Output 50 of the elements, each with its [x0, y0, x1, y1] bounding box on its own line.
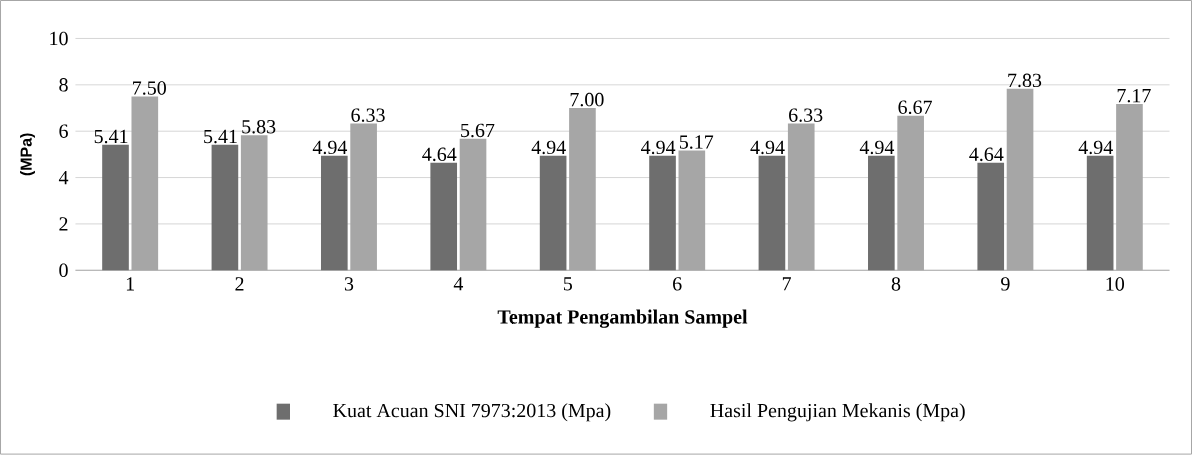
x-tick-label: 8	[891, 277, 901, 291]
x-tick-label: 7	[782, 277, 791, 291]
x-axis-title: Tempat Pengambilan Sampel	[497, 309, 748, 329]
x-tick-label: 2	[235, 277, 244, 291]
data-label: 7.17	[1117, 89, 1151, 103]
data-label: 7.50	[133, 81, 166, 96]
data-label: 5.17	[679, 135, 714, 150]
bar	[977, 162, 1005, 271]
data-label: 4.94	[750, 140, 785, 155]
data-label: 5.41	[94, 129, 128, 144]
y-tick-label: 4	[58, 171, 69, 185]
bar	[320, 155, 348, 271]
bar	[102, 145, 129, 271]
y-tick-label: 2	[59, 217, 68, 231]
data-label: 4.94	[312, 140, 348, 155]
data-label: 6.67	[898, 100, 932, 115]
legend-label: Hasil Pengujian Mekanis (Mpa)	[710, 403, 965, 422]
data-label: 5.67	[461, 123, 495, 138]
legend-label: Kuat Acuan SNI 7973:2013 (Mpa)	[333, 403, 611, 422]
y-tick-label: 0	[59, 263, 68, 278]
y-axis-title: (MPa)	[20, 133, 35, 176]
y-tick-label: 10	[50, 31, 68, 46]
data-label: 4.64	[969, 147, 1004, 162]
bar	[539, 155, 567, 271]
x-tick-label: 10	[1106, 277, 1125, 291]
data-label: 4.94	[1078, 140, 1113, 155]
data-label: 4.94	[859, 140, 895, 155]
bar	[649, 155, 676, 271]
x-tick-label: 6	[673, 277, 682, 291]
data-label: 5.41	[204, 129, 237, 144]
x-tick-label: 4	[453, 277, 464, 291]
bar	[758, 155, 786, 271]
bar	[1086, 155, 1114, 271]
bar	[868, 155, 895, 271]
x-tick-label: 9	[1001, 277, 1010, 291]
data-label: 7.00	[570, 93, 604, 107]
data-label: 4.64	[422, 147, 457, 162]
bar	[211, 145, 239, 271]
data-label: 4.94	[531, 140, 566, 155]
y-tick-label: 8	[59, 78, 68, 92]
data-label: 4.94	[641, 140, 676, 155]
y-tick-label: 6	[59, 124, 68, 139]
data-label: 5.83	[242, 120, 276, 134]
x-tick-label: 5	[563, 277, 572, 291]
x-tick-label: 3	[344, 277, 354, 291]
data-label: 7.83	[1008, 73, 1042, 88]
data-label: 6.33	[789, 108, 823, 123]
data-label: 6.33	[351, 108, 385, 123]
bar	[430, 162, 458, 271]
x-tick-label: 1	[126, 277, 134, 291]
